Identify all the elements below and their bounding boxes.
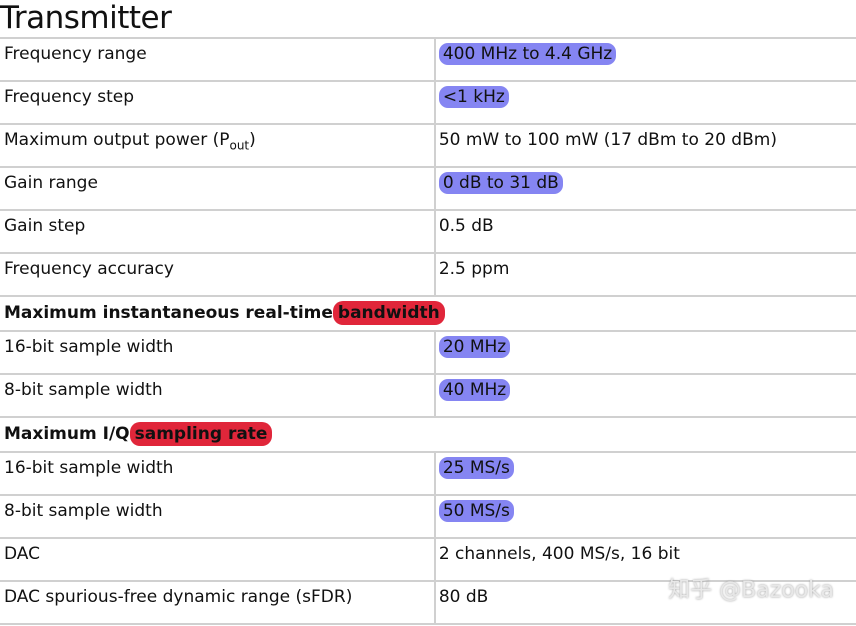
table-row: Gain range 0 dB to 31 dB [0, 166, 856, 210]
table-row: Maximum output power (Pout) 50 mW to 100 … [0, 123, 856, 167]
table-row: 16-bit sample width 20 MHz [0, 330, 856, 374]
row-value: 0 dB to 31 dB [438, 172, 563, 194]
row-value: 50 MS/s [438, 500, 514, 522]
row-label: DAC spurious-free dynamic range (sFDR) [0, 580, 435, 625]
row-label: Frequency accuracy [0, 252, 435, 296]
row-label: Frequency range [0, 37, 435, 81]
row-label: 16-bit sample width [0, 451, 435, 495]
table-row: 8-bit sample width 50 MS/s [0, 494, 856, 538]
row-label: 16-bit sample width [0, 330, 435, 374]
table-row: Frequency step <1 kHz [0, 80, 856, 124]
row-label: Frequency step [0, 80, 435, 124]
row-label: 8-bit sample width [0, 373, 435, 417]
table-row: Gain step 0.5 dB [0, 209, 856, 253]
row-value: 25 MS/s [438, 457, 514, 479]
row-value: 20 MHz [438, 336, 511, 358]
section-heading: Maximum I/Q sampling rate [0, 416, 856, 452]
row-label: 8-bit sample width [0, 494, 435, 538]
row-label: Maximum output power (Pout) [0, 123, 435, 167]
section-heading: Maximum instantaneous real-time bandwidth [0, 295, 856, 331]
section-title: Transmitter [0, 0, 172, 36]
row-value: 2.5 ppm [433, 252, 856, 296]
section-row: Maximum instantaneous real-time bandwidth [0, 295, 856, 331]
table-row: DAC 2 channels, 400 MS/s, 16 bit [0, 537, 856, 581]
row-value: 0.5 dB [433, 209, 856, 253]
row-value: 40 MHz [438, 379, 511, 401]
row-value: <1 kHz [438, 86, 509, 108]
row-label: Gain step [0, 209, 435, 253]
row-value: 400 MHz to 4.4 GHz [438, 43, 617, 65]
spec-table: Frequency range 400 MHz to 4.4 GHz Freque… [0, 37, 856, 625]
row-label: DAC [0, 537, 435, 581]
table-row: Frequency range 400 MHz to 4.4 GHz [0, 37, 856, 81]
row-value: 2 channels, 400 MS/s, 16 bit [433, 537, 856, 581]
watermark: 知乎 @Bazooka [668, 578, 834, 603]
table-row: DAC spurious-free dynamic range (sFDR) 80… [0, 580, 856, 625]
table-row: 16-bit sample width 25 MS/s [0, 451, 856, 495]
table-row: 8-bit sample width 40 MHz [0, 373, 856, 417]
row-label: Gain range [0, 166, 435, 210]
row-value: 50 mW to 100 mW (17 dBm to 20 dBm) [433, 123, 856, 167]
section-row: Maximum I/Q sampling rate [0, 416, 856, 452]
table-row: Frequency accuracy 2.5 ppm [0, 252, 856, 296]
row-value: 80 dB [433, 580, 856, 625]
